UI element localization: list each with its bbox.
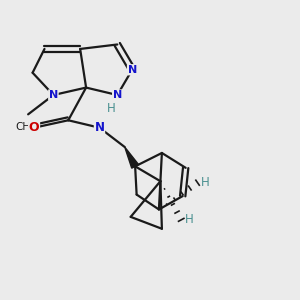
Polygon shape: [125, 147, 139, 168]
Text: CH₃: CH₃: [16, 122, 35, 132]
Text: O: O: [29, 121, 39, 134]
Text: H: H: [201, 176, 210, 189]
Text: N: N: [49, 90, 58, 100]
Text: H: H: [106, 102, 115, 115]
Text: N: N: [113, 90, 122, 100]
Text: H: H: [185, 213, 194, 226]
Text: N: N: [128, 65, 137, 75]
Text: N: N: [94, 121, 104, 134]
